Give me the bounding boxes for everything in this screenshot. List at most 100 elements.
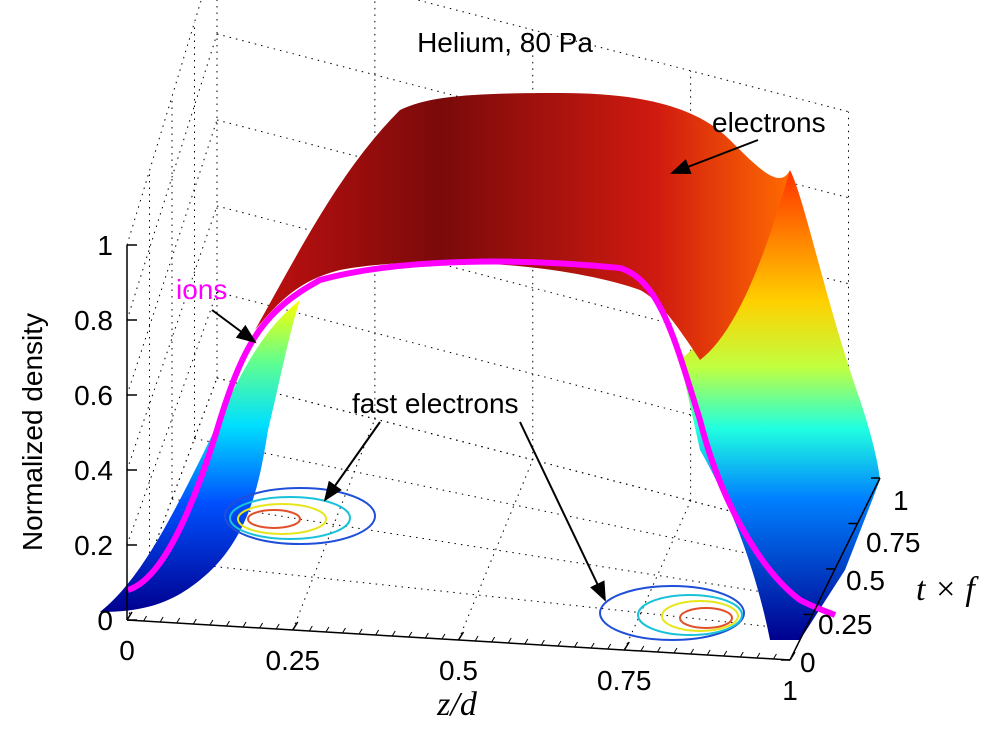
x-minor-tick xyxy=(308,625,313,632)
x-minor-tick xyxy=(292,624,297,631)
surface-top-face xyxy=(255,93,790,360)
x-minor-tick xyxy=(408,631,413,638)
ion-density-line xyxy=(126,258,837,618)
y-tick-label: 0 xyxy=(97,605,113,636)
x-minor-tick xyxy=(557,640,562,647)
surface-left-face xyxy=(100,300,300,612)
contour-right-2 xyxy=(637,594,743,636)
t-tick-label: 1 xyxy=(893,485,909,516)
annotation-ions: ions xyxy=(176,274,257,344)
contour-left-outer xyxy=(224,487,376,545)
x-minor-tick xyxy=(706,649,711,656)
x-tick-label: 0.25 xyxy=(266,645,321,676)
x-axis-label: z/d xyxy=(436,686,478,723)
y-tick-label: 1 xyxy=(97,230,113,261)
annotation-fast-electrons: fast electrons xyxy=(323,388,606,602)
chart-title: Helium, 80 Pa xyxy=(417,27,593,58)
grid-line-side-horizontal xyxy=(126,33,218,321)
x-minor-tick xyxy=(242,621,247,628)
x-minor-tick xyxy=(772,653,777,660)
x-minor-tick xyxy=(623,644,628,651)
x-minor-tick xyxy=(176,617,181,624)
x-minor-tick xyxy=(159,616,164,623)
grid-line-floor-t xyxy=(216,377,849,543)
contour-right-inner xyxy=(679,607,733,629)
x-minor-tick xyxy=(640,645,645,652)
x-tick-mark xyxy=(126,611,133,621)
grid-line-floor-z xyxy=(292,418,376,631)
y-tick-label: 0.8 xyxy=(74,305,113,336)
grid-line-side-horizontal xyxy=(126,0,202,246)
x-minor-tick xyxy=(474,635,479,642)
grid-line-floor-z xyxy=(126,377,218,621)
grid-line-back-horizontal xyxy=(216,291,849,457)
contour-right-3 xyxy=(661,600,739,632)
x-minor-tick xyxy=(756,652,761,659)
x-minor-tick xyxy=(391,630,396,637)
t-tick-label: 0 xyxy=(800,647,816,678)
x-minor-tick xyxy=(226,620,230,627)
fast-electron-contours xyxy=(224,487,745,641)
x-minor-tick xyxy=(375,629,380,636)
x-tick-mark xyxy=(789,651,796,661)
x-minor-tick xyxy=(690,648,694,655)
x-minor-tick xyxy=(192,618,197,625)
x-minor-tick xyxy=(458,634,462,641)
x-minor-tick xyxy=(656,646,661,653)
label-electrons: electrons xyxy=(712,107,826,138)
grid-line-side-horizontal xyxy=(126,205,218,471)
x-minor-tick xyxy=(739,651,744,658)
label-ions: ions xyxy=(176,274,227,305)
electron-density-surface xyxy=(100,93,880,640)
x-minor-tick xyxy=(259,622,264,629)
t-tick-label: 0.25 xyxy=(818,609,873,640)
x-minor-tick xyxy=(673,647,678,654)
grid-line-back-horizontal xyxy=(216,205,849,371)
x-minor-tick xyxy=(574,641,578,648)
x-minor-tick xyxy=(209,619,214,626)
x-tick-label: 0.5 xyxy=(439,655,478,686)
grid-line-back-horizontal xyxy=(415,0,849,113)
contour-left-2 xyxy=(229,496,351,540)
x-minor-tick xyxy=(424,632,429,639)
x-minor-tick xyxy=(441,633,446,640)
x-minor-tick xyxy=(590,642,595,649)
grid-line-side-horizontal xyxy=(126,119,218,396)
y-tick-label: 0.2 xyxy=(74,530,113,561)
grid-line-floor-t xyxy=(171,498,820,602)
y-tick-label: 0.4 xyxy=(74,455,113,486)
arrow-fast-right xyxy=(519,421,606,602)
x-minor-tick xyxy=(524,638,529,645)
x-minor-tick xyxy=(143,615,148,622)
grid-line-floor-z xyxy=(623,500,692,651)
x-minor-tick xyxy=(507,637,512,644)
surface-right-face xyxy=(680,170,880,640)
x-minor-tick xyxy=(540,639,545,646)
x-minor-tick xyxy=(491,636,496,643)
x-minor-tick xyxy=(325,626,330,633)
y-tick-label: 0.6 xyxy=(74,380,113,411)
x-minor-tick xyxy=(723,650,728,657)
x-tick-label: 0 xyxy=(119,635,135,666)
x-tick-label: 1 xyxy=(782,675,798,706)
t-tick-label: 0.75 xyxy=(866,527,921,558)
contour-left-inner xyxy=(247,509,301,529)
arrow-ions xyxy=(211,309,257,344)
x-minor-tick xyxy=(358,628,363,635)
arrow-electrons xyxy=(670,139,759,175)
contour-left-3 xyxy=(237,503,327,535)
contour-right-outer xyxy=(599,585,745,641)
grid-line-floor-z xyxy=(458,459,534,641)
label-fast-electrons: fast electrons xyxy=(352,388,519,419)
y-axis-label: Normalized density xyxy=(17,313,48,551)
annotation-electrons: electrons xyxy=(670,107,826,175)
t-tick-label: 0.5 xyxy=(846,565,885,596)
t-axis-label: t × f xyxy=(916,571,979,608)
x-minor-tick xyxy=(342,627,346,634)
ticks: 00.20.40.60.810 0.25 0.5 0.75 100.250.50.751 xyxy=(74,230,920,706)
x-minor-tick xyxy=(607,643,612,650)
x-tick-label: 0.75 xyxy=(597,665,652,696)
x-minor-tick xyxy=(275,623,280,630)
arrow-fast-left xyxy=(323,421,381,502)
